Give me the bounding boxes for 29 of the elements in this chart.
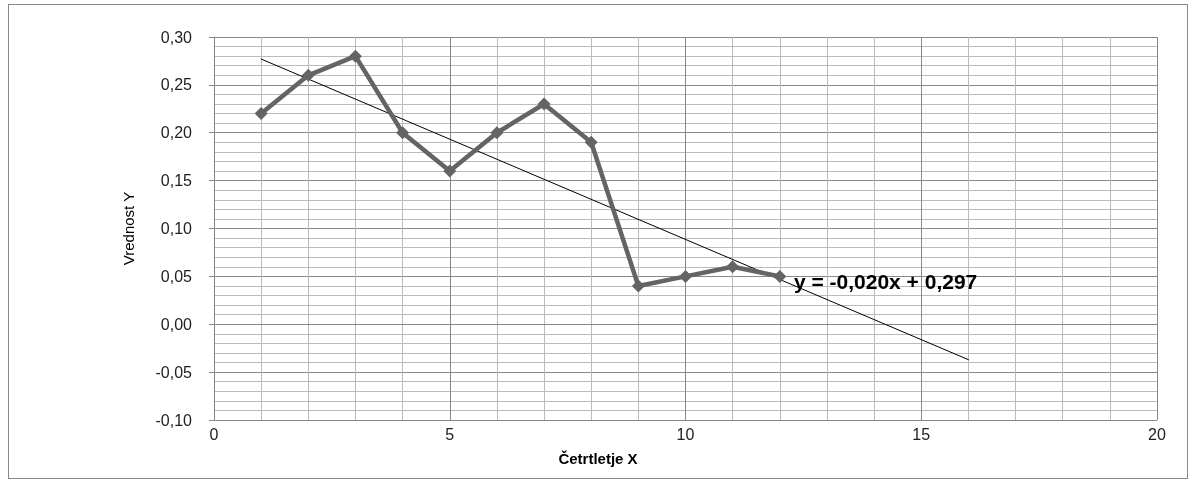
point (301, 68, 315, 82)
y-tick-label: 0,00 (160, 315, 193, 333)
y-tick-label: 0,15 (160, 172, 193, 190)
point (773, 269, 787, 283)
point (348, 49, 362, 63)
point (537, 97, 551, 111)
point (254, 107, 268, 121)
x-tick-label: 20 (1148, 425, 1166, 443)
y-tick-label: 0,25 (160, 76, 193, 94)
y-tick-label: -0,05 (155, 363, 193, 381)
y-tick-label: 0,05 (160, 267, 193, 285)
point (396, 126, 410, 140)
point (443, 164, 457, 178)
point (631, 279, 645, 293)
point (490, 126, 504, 140)
y-tick-label: 0,10 (160, 220, 193, 237)
x-tick-label: 10 (676, 425, 695, 443)
y-tick-label: 0,30 (160, 28, 193, 46)
y-tick-label: 0,20 (160, 124, 193, 142)
y-axis-title: Vrednost Y (120, 191, 137, 266)
point (679, 269, 692, 283)
y-tick-label: -0,10 (155, 411, 193, 429)
annotation: y = -0,020x + 0,297 (793, 269, 978, 293)
x-axis-title: Četrtletje X (558, 450, 638, 467)
x-tick-label: 5 (445, 425, 455, 443)
x-tick-label: 0 (209, 425, 219, 443)
x-tick-label: 15 (912, 425, 931, 443)
point (726, 260, 740, 274)
point (584, 135, 598, 149)
